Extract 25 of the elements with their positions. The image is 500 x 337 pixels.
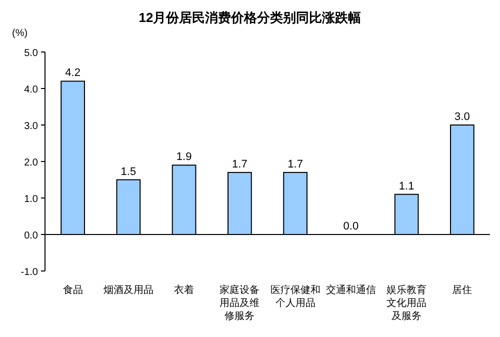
data-label: 1.1	[398, 180, 414, 192]
y-tick-label: 0.0	[24, 230, 38, 242]
y-tick-label: 1.0	[24, 194, 38, 205]
y-tick-label: 4.0	[24, 84, 38, 96]
x-tick-label: 烟酒及用品	[103, 284, 154, 296]
y-tick-label: 3.0	[24, 121, 38, 132]
data-label: 0.0	[343, 220, 359, 232]
x-tick-label: 衣着	[174, 284, 194, 296]
chart-title: 12月份居民消费价格分类别同比涨跌幅	[138, 10, 362, 25]
y-tick-label: -1.0	[20, 267, 38, 278]
data-label: 3.0	[454, 111, 470, 123]
data-label: 1.5	[120, 166, 136, 178]
x-tick-label: 居住	[452, 285, 472, 296]
x-tick-label: 交通和通信	[326, 284, 376, 296]
y-tick-label: 2.0	[24, 158, 38, 168]
data-label: 1.9	[176, 151, 192, 164]
x-tick-label: 医疗保健和个人用品	[270, 284, 320, 309]
x-tick-label: 食品	[62, 284, 83, 296]
x-tick-label: 娱乐教育文化用品及服务	[386, 284, 427, 322]
x-tick-label: 家庭设备用品及维修服务	[220, 284, 260, 322]
y-tick-label: 5.0	[24, 48, 38, 59]
data-label: 1.7	[232, 158, 248, 170]
y-axis-title: (%)	[12, 28, 28, 39]
data-label: 4.2	[65, 67, 80, 80]
data-label: 1.7	[288, 158, 303, 170]
